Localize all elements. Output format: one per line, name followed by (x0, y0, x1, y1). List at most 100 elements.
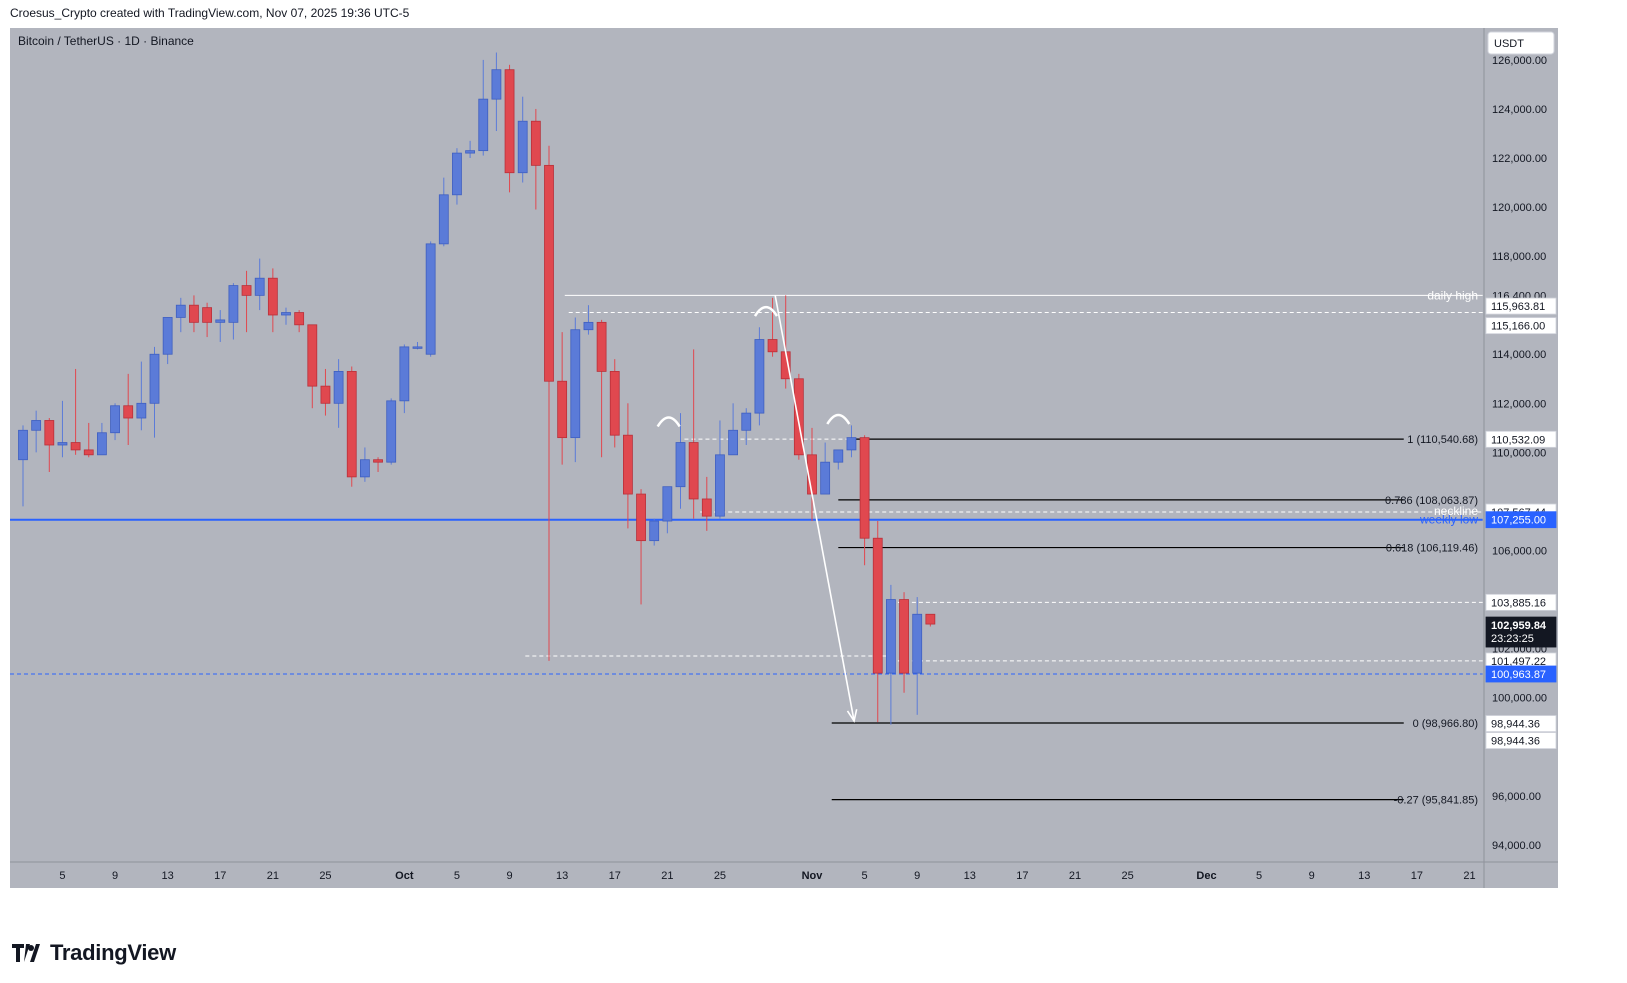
level-text-label: neckline (1434, 504, 1478, 518)
candle-body (544, 164, 554, 382)
candle-body (820, 461, 831, 495)
time-tick-label: 9 (1309, 870, 1315, 882)
candle-body (412, 346, 423, 349)
time-tick-label: 13 (964, 870, 976, 882)
candle-body (859, 437, 870, 539)
price-tick-label: 122,000.00 (1492, 153, 1547, 165)
candle-body (833, 449, 844, 463)
time-tick-label: 21 (1463, 870, 1475, 882)
candle-body (18, 429, 28, 461)
candle-body (583, 321, 594, 331)
price-tick-label: 106,000.00 (1492, 545, 1547, 557)
candle-body (162, 317, 173, 355)
level-text-label: 0.618 (106,119.46) (1386, 543, 1478, 555)
tradingview-logo: TradingView (12, 940, 176, 966)
price-axis-tag-text: 98,944.36 (1491, 736, 1540, 748)
level-text-label: 0.786 (108,063.87) (1385, 495, 1478, 507)
tradingview-logo-icon (12, 944, 40, 962)
candle-body (438, 194, 449, 245)
chart-attribution: Croesus_Crypto created with TradingView.… (10, 6, 410, 20)
projection-arrow-line (774, 295, 855, 722)
top-marker-arc (826, 413, 851, 425)
candle-body (517, 120, 528, 174)
candle-body (333, 371, 344, 404)
price-tick-label: 124,000.00 (1492, 104, 1547, 116)
price-axis-tag[interactable] (1485, 317, 1557, 335)
plot-area[interactable] (10, 28, 1484, 862)
price-axis-tag[interactable] (1485, 715, 1557, 732)
level-text-label: weekly low (1419, 513, 1478, 527)
candle-body (649, 520, 660, 542)
time-tick-label: 21 (267, 870, 279, 882)
candle-body (662, 486, 673, 522)
time-tick-label: Dec (1196, 870, 1216, 882)
candle-body (70, 442, 81, 451)
time-tick-label: 9 (506, 870, 512, 882)
price-axis-tag[interactable] (1485, 430, 1557, 448)
candle-body (241, 285, 252, 296)
price-axis-tag[interactable] (1485, 511, 1557, 529)
candle-body (136, 402, 147, 419)
currency-badge[interactable] (1487, 31, 1555, 55)
candle-body (846, 437, 857, 451)
price-axis-tag-text: 103,885.16 (1491, 597, 1546, 609)
time-tick-label: 25 (319, 870, 331, 882)
price-tick-label: 100,000.00 (1492, 693, 1547, 705)
candle-body (478, 98, 489, 152)
time-tick-label: 5 (454, 870, 460, 882)
candle-body (97, 432, 107, 456)
top-marker-arc (753, 305, 779, 317)
time-tick-label: 5 (1256, 870, 1262, 882)
price-axis-tag[interactable] (1485, 616, 1557, 648)
candle-body (596, 321, 607, 372)
price-tick-label: 112,000.00 (1492, 398, 1546, 410)
time-axis-area[interactable] (10, 862, 1484, 888)
price-tick-label: 110,000.00 (1492, 447, 1546, 459)
candle-body (872, 537, 883, 674)
candle-body (793, 378, 804, 456)
time-tick-label: Oct (395, 870, 414, 882)
time-tick-label: 13 (162, 870, 174, 882)
time-tick-label: 21 (1069, 870, 1081, 882)
candle-body (320, 385, 331, 404)
price-axis-tag-text: 110,532.09 (1491, 434, 1545, 446)
candle-body (346, 371, 357, 478)
time-tick-label: 5 (59, 870, 65, 882)
candle-body (925, 613, 936, 625)
candle-body (57, 442, 68, 446)
price-tick-label: 126,000.00 (1492, 55, 1547, 67)
projection-arrow-head (846, 709, 858, 723)
candle-body (123, 405, 134, 419)
candle-body (83, 449, 94, 456)
price-tick-label: 120,000.00 (1492, 202, 1547, 214)
price-axis-tag-text: 102,959.84 (1491, 620, 1547, 632)
time-tick-label: 13 (1358, 870, 1370, 882)
candle-body (267, 277, 278, 316)
price-axis-tag[interactable] (1485, 593, 1557, 611)
price-axis-tag[interactable] (1485, 665, 1557, 683)
price-axis-tag[interactable] (1485, 297, 1557, 315)
candle-body (557, 380, 568, 439)
time-tick-label: 25 (1121, 870, 1133, 882)
price-tick-label: 114,000.00 (1492, 349, 1546, 361)
candle-body (215, 319, 226, 323)
candle-body (465, 150, 476, 154)
candle-body (110, 405, 120, 434)
price-countdown-text: 23:23:25 (1491, 633, 1534, 645)
candle-body (530, 120, 541, 166)
time-tick-label: 9 (112, 870, 118, 882)
time-tick-label: 13 (556, 870, 568, 882)
candle-body (609, 371, 620, 436)
level-text-label: 1 (110,540.68) (1407, 434, 1478, 446)
candle-body (373, 459, 383, 463)
level-text-label: 0 (98,966.80) (1413, 718, 1478, 730)
candle-body (491, 69, 502, 100)
tradingview-logo-text: TradingView (50, 940, 176, 965)
candle-body (189, 304, 199, 323)
candle-body (504, 69, 515, 174)
candle-body (399, 346, 410, 402)
price-axis-tag[interactable] (1485, 732, 1557, 749)
candle-body (228, 285, 239, 323)
candle-body (202, 307, 213, 323)
